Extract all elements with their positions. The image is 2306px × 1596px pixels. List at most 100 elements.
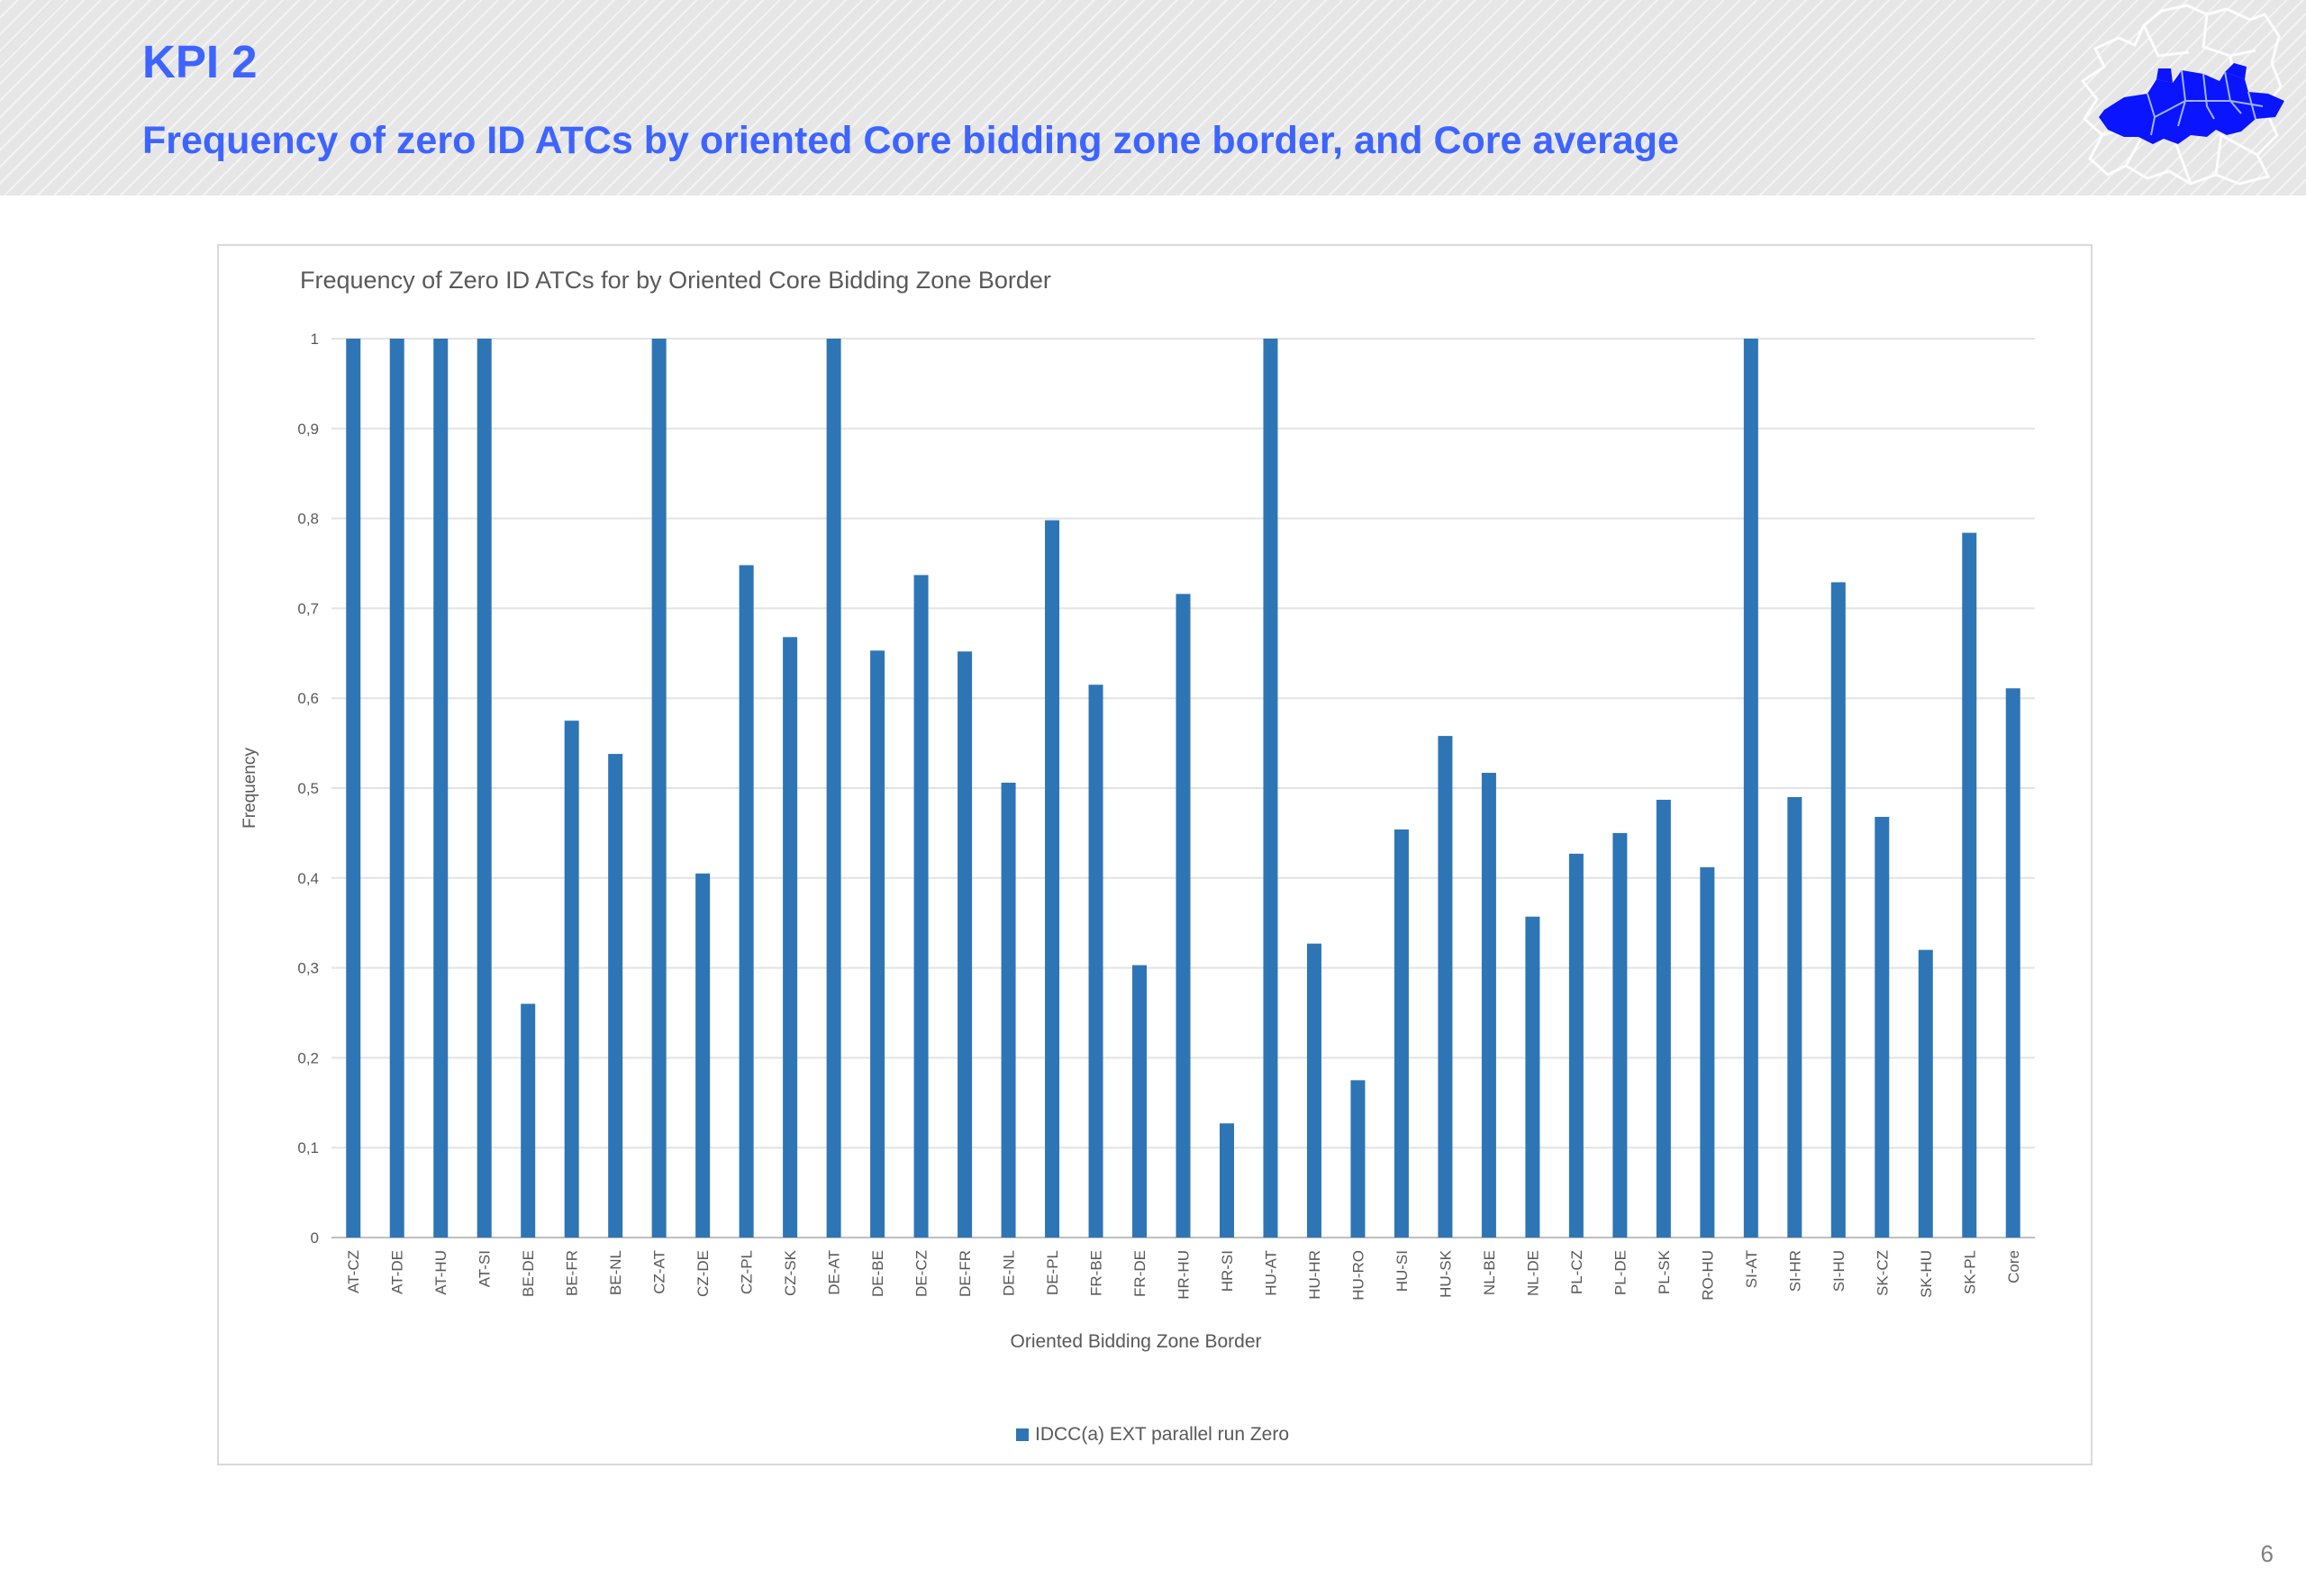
y-tick-label: 0,3 [297,960,319,977]
x-tick-label: DE-AT [826,1250,843,1295]
y-tick-label: 0,2 [297,1049,319,1066]
x-tick-label: HU-HR [1306,1250,1323,1300]
x-tick-label: HR-HU [1176,1250,1193,1300]
bar-be-nl [608,754,623,1238]
x-tick-label: AT-SI [477,1250,494,1287]
x-tick-label: HU-SI [1394,1250,1411,1292]
bar-de-cz [913,575,929,1238]
x-axis-ticks: AT-CZ AT-DE AT-HU AT-SI BE-DE BE-FR BE-NL CZ-AT… [345,1249,2022,1300]
bar-sk-hu [1918,949,1933,1238]
x-tick-label: DE-NL [1001,1250,1018,1296]
bar-nl-be [1481,773,1496,1238]
x-tick-label: DE-PL [1044,1250,1061,1295]
bar-chart: Frequency of Zero ID ATCs for by Oriente… [241,267,2035,1445]
x-tick-label: SI-HR [1786,1250,1803,1292]
bar-si-at [1743,339,1758,1238]
x-tick-label: RO-HU [1699,1250,1716,1301]
x-axis-label: Oriented Bidding Zone Border [1011,1331,1262,1352]
bar-at-cz [346,339,361,1238]
bar-hu-at [1263,339,1278,1238]
bar-cz-pl [739,565,754,1238]
x-tick-label: Core [2005,1250,2022,1283]
y-tick-label: 0,4 [297,870,319,887]
chart-title: Frequency of Zero ID ATCs for by Oriente… [300,267,1051,294]
bar-de-fr [958,651,973,1238]
x-tick-label: HU-AT [1262,1250,1279,1296]
x-tick-label: HU-SK [1437,1249,1454,1298]
bar-sk-pl [1962,532,1977,1238]
bar-si-hu [1830,582,1846,1238]
bar-at-hu [433,339,449,1238]
bar-core [2005,688,2020,1238]
x-tick-label: NL-DE [1524,1250,1541,1296]
bar-de-be [870,650,885,1238]
x-tick-label: AT-CZ [345,1250,362,1293]
x-tick-label: PL-SK [1656,1249,1673,1294]
bar-pl-cz [1568,853,1584,1238]
bar-fr-be [1088,685,1103,1238]
x-tick-label: HR-SI [1219,1250,1236,1292]
bar-be-de [521,1003,536,1238]
x-tick-label: SI-HU [1830,1250,1848,1292]
bar-hu-ro [1350,1080,1366,1238]
x-tick-label: CZ-DE [695,1250,712,1297]
x-tick-label: CZ-SK [782,1249,799,1296]
bar-cz-de [695,873,711,1238]
x-tick-label: PL-DE [1611,1250,1629,1295]
x-tick-label: AT-HU [432,1250,449,1295]
bar-ro-hu [1700,866,1715,1238]
x-tick-label: PL-CZ [1568,1250,1585,1294]
y-tick-label: 0,9 [297,421,319,438]
x-tick-label: SK-HU [1918,1250,1935,1298]
bar-pl-de [1612,832,1628,1238]
y-tick-label: 1 [311,331,319,348]
bar-be-fr [564,721,579,1238]
bar-de-at [826,339,841,1238]
bar-hr-si [1219,1123,1234,1238]
x-tick-label: NL-BE [1481,1250,1498,1295]
x-tick-label: HU-RO [1349,1250,1366,1301]
bar-sk-cz [1875,816,1890,1238]
slide-header: KPI 2 Frequency of zero ID ATCs by orien… [0,0,2306,195]
x-tick-label: FR-BE [1088,1250,1105,1296]
bar-pl-sk [1656,799,1671,1238]
chart-container: Frequency of Zero ID ATCs for by Oriente… [217,244,2093,1465]
x-tick-label: SK-PL [1961,1250,1978,1294]
bar-cz-sk [783,637,798,1238]
x-tick-label: SI-AT [1743,1250,1760,1288]
x-tick-label: SK-CZ [1874,1250,1891,1296]
bar-cz-at [651,339,667,1238]
legend: IDCC(a) EXT parallel run Zero [1016,1424,1289,1445]
y-tick-label: 0 [311,1229,319,1247]
bar-fr-de [1132,965,1148,1238]
slide-title: KPI 2 [142,36,258,87]
bar-hr-hu [1176,594,1191,1238]
legend-swatch [1016,1428,1029,1441]
y-tick-label: 0,7 [297,600,319,617]
bar-hu-hr [1306,943,1321,1238]
y-tick-label: 0,1 [297,1139,319,1156]
y-tick-label: 0,6 [297,690,319,707]
bar-hu-sk [1438,736,1453,1238]
x-tick-label: BE-FR [564,1250,581,1296]
bar-si-hr [1787,796,1802,1238]
bar-de-pl [1045,520,1060,1238]
y-axis-label: Frequency [241,748,259,829]
bar-hu-si [1394,829,1409,1238]
bar-at-si [477,339,492,1238]
page-number: 6 [2260,1540,2274,1567]
x-tick-label: BE-NL [607,1250,624,1295]
legend-label: IDCC(a) EXT parallel run Zero [1035,1424,1289,1445]
y-tick-label: 0,8 [297,511,319,528]
x-tick-label: BE-DE [520,1250,537,1297]
bar-de-nl [1001,783,1016,1238]
x-tick-label: DE-FR [957,1250,974,1297]
core-region-map-icon [2080,4,2284,186]
x-tick-label: FR-DE [1131,1250,1148,1297]
y-tick-label: 0,5 [297,780,319,797]
x-tick-label: DE-CZ [913,1250,931,1297]
x-tick-label: CZ-AT [651,1250,668,1294]
y-axis-ticks: 0 0,1 0,2 0,3 0,4 0,5 0,6 0,7 0,8 0,9 1 [297,331,319,1247]
x-tick-label: DE-BE [869,1250,886,1297]
slide-subtitle: Frequency of zero ID ATCs by oriented Co… [142,119,1679,162]
